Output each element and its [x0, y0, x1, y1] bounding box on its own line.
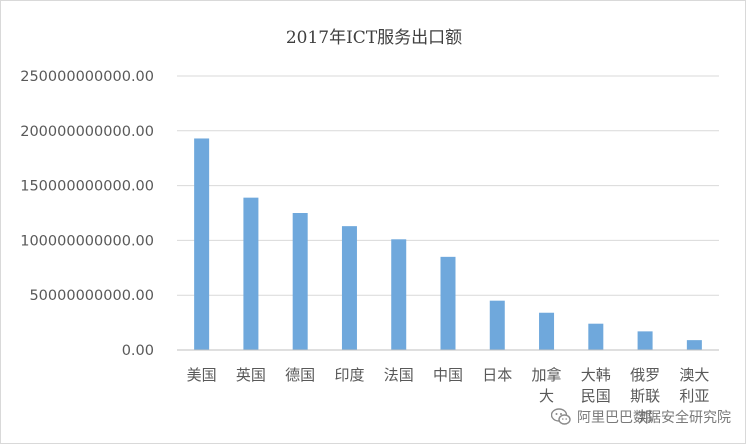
x-tick-label: 俄罗斯联邦	[630, 366, 660, 426]
y-tick-label: 150000000000.00	[20, 179, 154, 195]
bar-5	[440, 256, 456, 350]
y-tick-label: 250000000000.00	[20, 69, 154, 85]
bar-4	[391, 239, 407, 350]
bar-8	[588, 323, 604, 350]
x-tick-label: 印度	[334, 366, 364, 384]
chart-title: 2017年ICT服务出口额	[285, 28, 463, 48]
bar-2	[292, 213, 308, 350]
bar-7	[539, 312, 555, 350]
y-tick-label: 100000000000.00	[20, 233, 154, 249]
bar-9	[637, 331, 653, 350]
y-tick-label: 50000000000.00	[29, 288, 154, 304]
bar-3	[341, 226, 357, 350]
x-tick-label: 日本	[482, 366, 512, 384]
x-tick-label: 德国	[285, 366, 315, 384]
bars	[194, 138, 702, 350]
bar-6	[489, 300, 505, 350]
wechat-icon	[551, 408, 571, 425]
x-tick-label: 大韩民国	[581, 366, 611, 405]
x-tick-label: 英国	[236, 366, 266, 384]
bar-10	[686, 340, 702, 350]
x-tick-label: 澳大利亚	[679, 366, 709, 405]
y-axis-tick-labels: 0.00 50000000000.00 100000000000.00 1500000…	[20, 69, 154, 359]
watermark: 阿里巴巴数据安全研究院	[551, 407, 731, 427]
x-tick-label: 加拿大	[532, 366, 562, 405]
x-tick-label: 法国	[384, 366, 414, 384]
bar-0	[194, 138, 210, 350]
bar-1	[243, 197, 259, 350]
watermark-text: 阿里巴巴数据安全研究院	[577, 410, 731, 426]
y-tick-label: 0.00	[122, 343, 154, 359]
x-tick-label: 中国	[433, 366, 463, 384]
y-tick-label: 200000000000.00	[20, 124, 154, 140]
x-tick-label: 美国	[187, 366, 217, 384]
